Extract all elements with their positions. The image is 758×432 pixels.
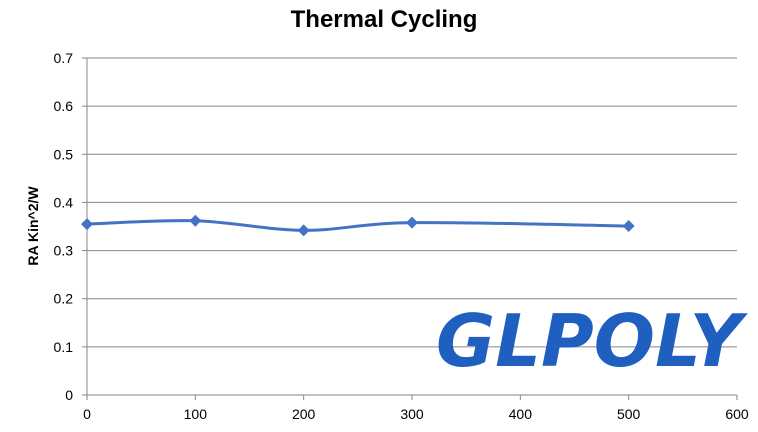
chart-title: Thermal Cycling <box>291 6 478 33</box>
series-layer <box>81 214 635 237</box>
y-tick-label: 0.6 <box>54 98 74 114</box>
data-point-marker <box>406 216 418 229</box>
data-point-marker <box>297 224 310 237</box>
x-tick-label: 300 <box>400 406 424 422</box>
y-tick-label: 0 <box>65 387 73 403</box>
x-tick-label: 400 <box>509 406 533 422</box>
x-tick-label: 0 <box>83 406 91 422</box>
x-tick-label: 100 <box>184 406 208 422</box>
series-line <box>86 219 629 232</box>
y-tick-label: 0.3 <box>54 243 74 259</box>
y-tick-label: 0.4 <box>54 194 74 210</box>
x-tick-label: 500 <box>617 406 641 422</box>
glpoly-watermark: GLPOLY <box>436 299 749 383</box>
data-point-marker <box>622 220 635 233</box>
gridlines <box>87 57 737 348</box>
y-tick-label: 0.2 <box>54 291 74 307</box>
x-tick-label: 200 <box>292 406 316 422</box>
y-axis-label: RA Kin^2/W <box>25 186 41 266</box>
y-tick-label: 0.7 <box>54 50 74 66</box>
y-tick-label: 0.1 <box>54 339 74 355</box>
data-point-marker <box>189 214 202 227</box>
x-tick-labels: 0 100 200 300 400 500 600 <box>83 395 749 422</box>
y-tick-labels: 0 0.1 0.2 0.3 0.4 0.5 0.6 0.7 <box>54 50 87 403</box>
y-tick-label: 0.5 <box>54 146 74 162</box>
x-tick-label: 600 <box>725 406 749 422</box>
data-point-marker <box>81 218 93 231</box>
